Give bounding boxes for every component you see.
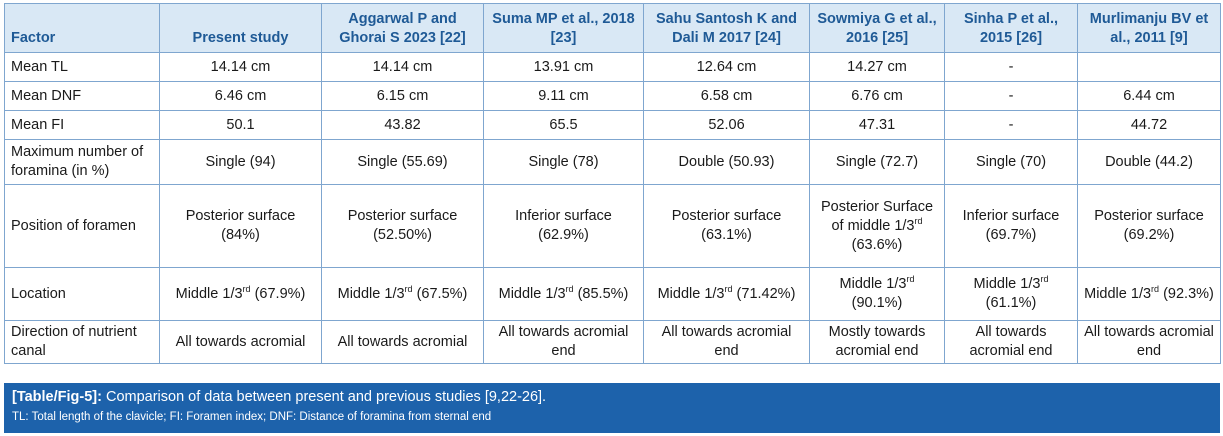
header-cell: Factor bbox=[4, 3, 160, 53]
table-cell: All towards acromial end bbox=[1077, 320, 1221, 364]
caption-text: Comparison of data between present and p… bbox=[105, 389, 547, 405]
header-cell: Sowmiya G et al., 2016 [25] bbox=[809, 3, 945, 53]
table-cell: Posterior Surface of middle 1/3rd (63.6%… bbox=[809, 184, 945, 268]
header-cell: Present study bbox=[159, 3, 322, 53]
caption-line: [Table/Fig-5]: Comparison of data betwee… bbox=[12, 388, 1212, 407]
table-cell: Mostly towards acromial end bbox=[809, 320, 945, 364]
table-body: Mean TL 14.14 cm 14.14 cm 13.91 cm 12.64 cm 1… bbox=[4, 52, 1221, 364]
table-cell: 14.14 cm bbox=[159, 52, 322, 82]
table-cell: Double (44.2) bbox=[1077, 139, 1221, 185]
table-cell: 13.91 cm bbox=[483, 52, 644, 82]
table-cell: 6.15 cm bbox=[321, 81, 484, 111]
table-row: Mean DNF 6.46 cm 6.15 cm 9.11 cm 6.58 cm 6.76… bbox=[4, 81, 1221, 111]
table-cell: 6.44 cm bbox=[1077, 81, 1221, 111]
table-cell: Middle 1/3rd (67.5%) bbox=[321, 267, 484, 321]
row-header-cell: Position of foramen bbox=[4, 184, 160, 268]
table-cell: Middle 1/3rd (90.1%) bbox=[809, 267, 945, 321]
comparison-table: Factor Present study Aggarwal P and Ghor… bbox=[4, 3, 1221, 364]
table-cell: - bbox=[944, 110, 1078, 140]
table-cell: Single (78) bbox=[483, 139, 644, 185]
table-cell: Posterior surface (52.50%) bbox=[321, 184, 484, 268]
table-cell: 14.14 cm bbox=[321, 52, 484, 82]
table-cell: All towards acromial end bbox=[944, 320, 1078, 364]
table-cell: 6.46 cm bbox=[159, 81, 322, 111]
table-cell: Single (55.69) bbox=[321, 139, 484, 185]
table-cell: - bbox=[944, 81, 1078, 111]
table-cell: 6.76 cm bbox=[809, 81, 945, 111]
table-cell: All towards acromial end bbox=[483, 320, 644, 364]
table-cell: 9.11 cm bbox=[483, 81, 644, 111]
row-header-cell: Mean DNF bbox=[4, 81, 160, 111]
table-cell: All towards acromial end bbox=[643, 320, 810, 364]
table-cell bbox=[1077, 52, 1221, 82]
table-cell: Double (50.93) bbox=[643, 139, 810, 185]
table-cell: Single (70) bbox=[944, 139, 1078, 185]
table-cell: Single (94) bbox=[159, 139, 322, 185]
table-cell: All towards acromial bbox=[321, 320, 484, 364]
row-header-cell: Maximum number of foramina (in %) bbox=[4, 139, 160, 185]
table-cell: Middle 1/3rd (85.5%) bbox=[483, 267, 644, 321]
table-cell: Inferior surface (62.9%) bbox=[483, 184, 644, 268]
table-cell: 47.31 bbox=[809, 110, 945, 140]
header-cell: Aggarwal P and Ghorai S 2023 [22] bbox=[321, 3, 484, 53]
table-row: Position of foramen Posterior surface (84… bbox=[4, 184, 1221, 268]
table-cell: All towards acromial bbox=[159, 320, 322, 364]
table-cell: 14.27 cm bbox=[809, 52, 945, 82]
header-cell: Suma MP et al., 2018 [23] bbox=[483, 3, 644, 53]
caption-label: [Table/Fig-5]: bbox=[12, 389, 102, 405]
table-cell: 6.58 cm bbox=[643, 81, 810, 111]
table-cell: 50.1 bbox=[159, 110, 322, 140]
table-cell: 65.5 bbox=[483, 110, 644, 140]
table-cell: Middle 1/3rd (92.3%) bbox=[1077, 267, 1221, 321]
table-cell: Posterior surface (69.2%) bbox=[1077, 184, 1221, 268]
header-cell: Murlimanju BV et al., 2011 [9] bbox=[1077, 3, 1221, 53]
table-cell: Posterior surface (84%) bbox=[159, 184, 322, 268]
table-row: Location Middle 1/3rd (67.9%) Middle 1/3rd… bbox=[4, 267, 1221, 321]
row-header-cell: Location bbox=[4, 267, 160, 321]
table-cell: - bbox=[944, 52, 1078, 82]
table-cell: 52.06 bbox=[643, 110, 810, 140]
row-header-cell: Direction of nutrient canal bbox=[4, 320, 160, 364]
table-row: Direction of nutrient canal All towards a… bbox=[4, 320, 1221, 364]
table-cell: Middle 1/3rd (71.42%) bbox=[643, 267, 810, 321]
table-cell: Inferior surface (69.7%) bbox=[944, 184, 1078, 268]
table-cell: 44.72 bbox=[1077, 110, 1221, 140]
table-cell: Middle 1/3rd (61.1%) bbox=[944, 267, 1078, 321]
header-cell: Sinha P et al., 2015 [26] bbox=[944, 3, 1078, 53]
table-row: Mean FI 50.1 43.82 65.5 52.06 47.31-44.72 bbox=[4, 110, 1221, 140]
table-cell: 12.64 cm bbox=[643, 52, 810, 82]
table-row: Mean TL 14.14 cm 14.14 cm 13.91 cm 12.64 cm 1… bbox=[4, 52, 1221, 82]
table-cell: Middle 1/3rd (67.9%) bbox=[159, 267, 322, 321]
table-cell: Single (72.7) bbox=[809, 139, 945, 185]
table-cell: Posterior surface (63.1%) bbox=[643, 184, 810, 268]
row-header-cell: Mean TL bbox=[4, 52, 160, 82]
table-row: Maximum number of foramina (in %) Single … bbox=[4, 139, 1221, 185]
table-caption: [Table/Fig-5]: Comparison of data betwee… bbox=[4, 383, 1220, 433]
header-cell: Sahu Santosh K and Dali M 2017 [24] bbox=[643, 3, 810, 53]
row-header-cell: Mean FI bbox=[4, 110, 160, 140]
table-header-row: Factor Present study Aggarwal P and Ghor… bbox=[4, 3, 1221, 53]
table-cell: 43.82 bbox=[321, 110, 484, 140]
caption-abbreviations: TL: Total length of the clavicle; FI: Fo… bbox=[12, 411, 492, 423]
